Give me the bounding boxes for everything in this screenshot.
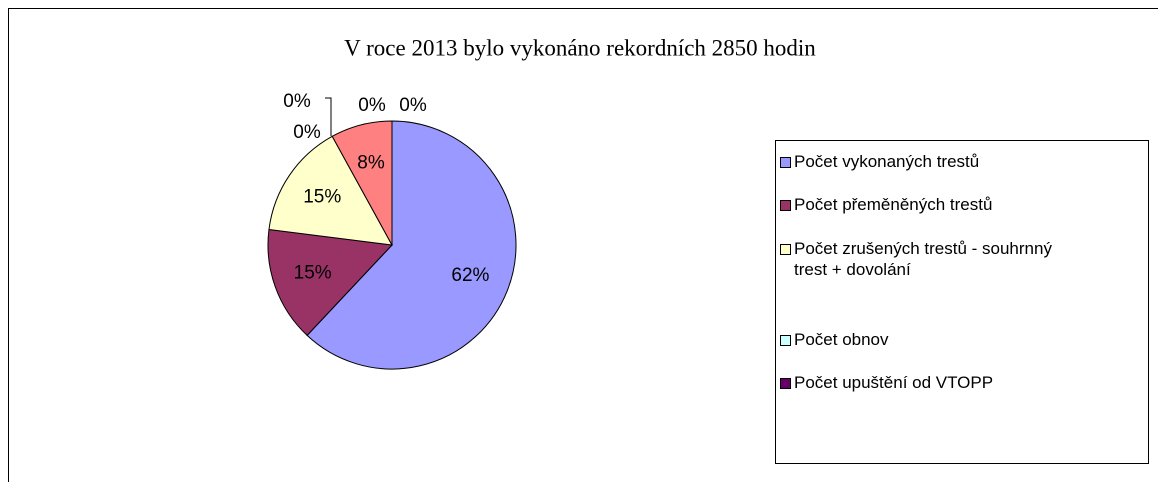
legend-entry: Počet vykonaných trestů (780, 151, 1140, 172)
data-label: 15% (294, 263, 332, 284)
legend-swatch (780, 157, 791, 168)
legend-label: Počet upuštění od VTOPP (794, 373, 994, 392)
pie-slice (267, 228, 394, 337)
data-label: 0% (358, 95, 386, 116)
data-label: 15% (303, 187, 341, 208)
data-label: 0% (399, 95, 427, 116)
data-label: 62% (451, 265, 489, 286)
legend-swatch (780, 244, 791, 255)
legend-label: Počet zrušených trestů - souhrnný trest … (794, 239, 1052, 279)
chart-title: V roce 2013 bylo vykonáno rekordních 285… (344, 35, 816, 60)
legend-swatch (780, 335, 791, 346)
legend-swatch (780, 378, 791, 389)
legend-entry: Počet obnov (780, 329, 1140, 350)
pie-slice (331, 120, 393, 246)
legend-entry: Počet zrušených trestů - souhrnný trest … (780, 238, 1140, 280)
legend-label: Počet vykonaných trestů (794, 152, 980, 171)
data-label: 0% (283, 91, 311, 112)
leader-line (325, 97, 332, 136)
data-label: 8% (357, 152, 385, 173)
legend-label: Počet přeměněných trestů (794, 195, 993, 214)
pie-slice (306, 120, 517, 370)
legend-entry: Počet upuštění od VTOPP (780, 372, 1140, 393)
legend-entry: Počet přeměněných trestů (780, 194, 1140, 215)
legend: Počet vykonaných trestů Počet přeměněných… (775, 140, 1149, 464)
chart-border (8, 8, 1158, 482)
legend-swatch (780, 200, 791, 211)
data-label: 0% (293, 122, 321, 143)
legend-label: Počet obnov (794, 330, 889, 349)
pie-slice (268, 135, 393, 246)
